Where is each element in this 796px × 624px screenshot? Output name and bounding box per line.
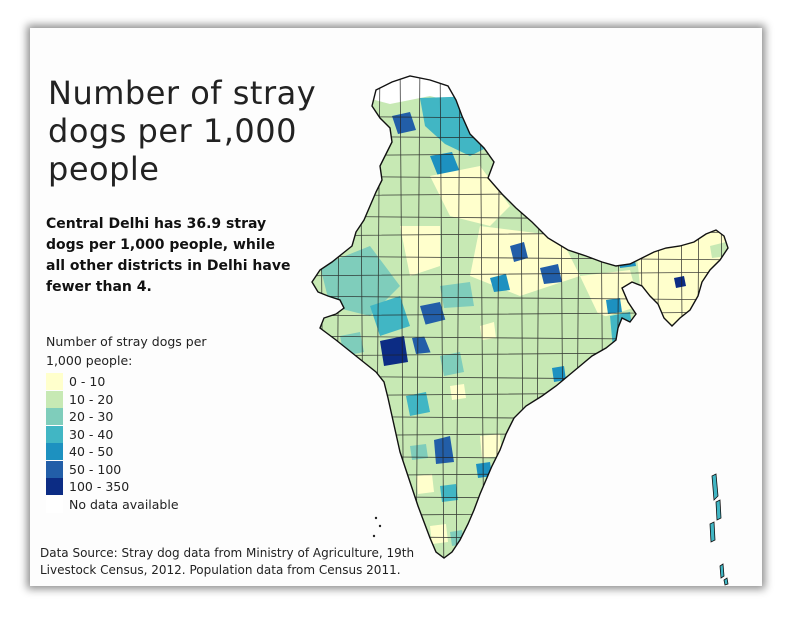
- legend-swatch: [46, 478, 63, 496]
- district-patch: [406, 392, 430, 416]
- district-patch: [480, 434, 502, 458]
- legend-item-100-350: 100 - 350: [46, 478, 179, 496]
- legend-label: 40 - 50: [69, 444, 114, 460]
- legend-swatch: [46, 495, 63, 513]
- page-title: Number of stray dogs per 1,000 people: [48, 74, 317, 188]
- legend-label: No data available: [69, 496, 179, 512]
- district-patch: [570, 306, 610, 356]
- legend-item-40-50: 40 - 50: [46, 443, 179, 461]
- district-patch: [380, 336, 408, 366]
- district-patches: [320, 76, 728, 556]
- district-patch: [320, 246, 400, 316]
- legend-item-50-100: 50 - 100: [46, 460, 179, 479]
- district-patch: [606, 298, 622, 314]
- legend-item-10-20: 10 - 20: [46, 390, 179, 409]
- district-patch: [628, 346, 644, 368]
- legend-label: 10 - 20: [69, 391, 114, 407]
- district-patch: [430, 152, 460, 176]
- district-patch: [636, 226, 728, 326]
- india-district-map: [311, 75, 729, 586]
- legend-item-30-40: 30 - 40: [46, 425, 179, 444]
- district-patch: [410, 444, 428, 460]
- district-patch: [576, 372, 588, 388]
- legend-item-no-data: No data available: [46, 495, 179, 514]
- legend-swatch: [46, 373, 63, 391]
- district-patch: [430, 524, 448, 544]
- legend-item-0-10: 0 - 10: [46, 373, 179, 391]
- legend-swatch: [46, 408, 63, 426]
- legend: 0 - 10 10 - 20 20 - 30 30 - 40 40 - 50 5…: [46, 373, 179, 513]
- data-source-note: Data Source: Stray dog data from Ministr…: [40, 546, 415, 577]
- district-patch: [490, 274, 510, 292]
- district-patch: [480, 322, 496, 340]
- legend-title: Number of stray dogs per 1,000 people:: [46, 334, 207, 368]
- legend-swatch: [46, 390, 63, 408]
- legend-label: 100 - 350: [69, 479, 130, 495]
- district-patch: [450, 384, 466, 400]
- legend-label: 0 - 10: [69, 374, 106, 390]
- district-patch: [510, 242, 528, 262]
- district-patch: [400, 226, 440, 276]
- legend-label: 30 - 40: [69, 426, 114, 442]
- district-patch: [440, 282, 474, 308]
- district-patch: [420, 302, 446, 326]
- lakshadweep-islands: [372, 516, 382, 538]
- subtitle-note: Central Delhi has 36.9 stray dogs per 1,…: [46, 216, 291, 295]
- andaman-islands: [709, 473, 729, 586]
- legend-swatch: [46, 425, 63, 443]
- district-patch: [440, 352, 464, 376]
- district-patch: [580, 270, 640, 318]
- infographic-frame: Number of stray dogs per 1,000 people Ce…: [30, 28, 762, 586]
- legend-swatch: [46, 443, 63, 461]
- legend-swatch: [46, 460, 63, 478]
- legend-label: 50 - 100: [69, 461, 122, 477]
- district-patch: [440, 484, 458, 502]
- district-patch: [370, 296, 410, 336]
- district-patch: [416, 474, 434, 494]
- district-patch: [674, 276, 686, 288]
- legend-label: 20 - 30: [69, 409, 114, 425]
- legend-item-20-30: 20 - 30: [46, 408, 179, 426]
